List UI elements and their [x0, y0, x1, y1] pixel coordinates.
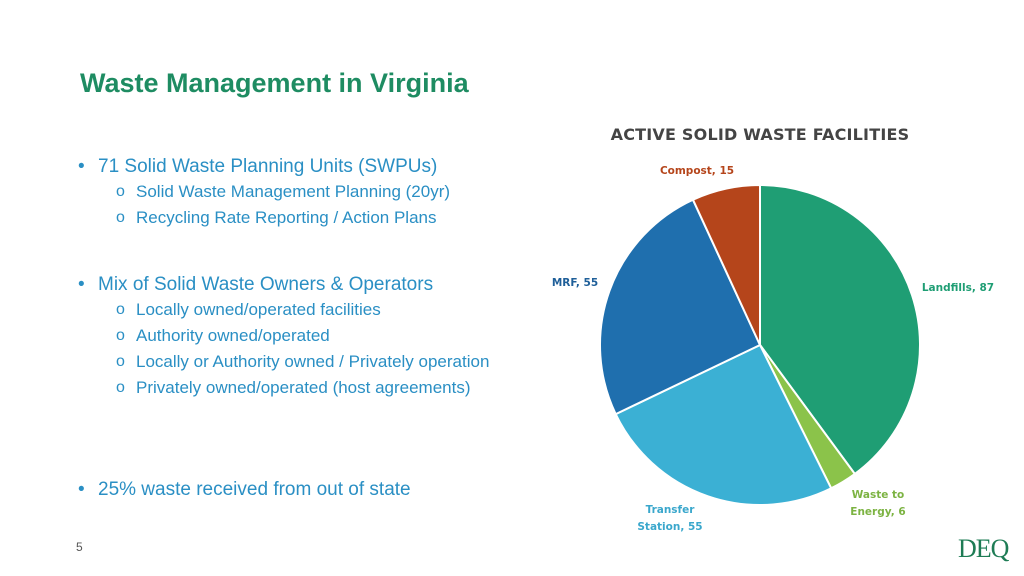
data-label-mrf: MRF, 55 — [552, 277, 598, 289]
pie-slice-transfer-station — [614, 343, 833, 506]
sub-bullet-item: o Authority owned/operated — [78, 325, 518, 346]
deq-logo: DEQ — [958, 534, 1009, 563]
bullet-text: 25% waste received from out of state — [98, 479, 411, 500]
sub-bullet-text: Recycling Rate Reporting / Action Plans — [136, 208, 437, 227]
pie-slice-compost — [691, 183, 761, 346]
bullet-group: • 71 Solid Waste Planning Units (SWPUs) … — [78, 155, 518, 273]
bullet-item: • Mix of Solid Waste Owners & Operators — [78, 273, 518, 297]
sub-bullet-item: o Locally or Authority owned / Privately… — [78, 351, 518, 372]
data-label-transfer-station: Transfer Station, 55 — [637, 504, 702, 533]
bullet-item: • 25% waste received from out of state — [78, 478, 518, 502]
bullet-list: • 71 Solid Waste Planning Units (SWPUs) … — [78, 155, 518, 502]
sub-bullet-item: o Recycling Rate Reporting / Action Plan… — [78, 207, 518, 228]
slide-title: Waste Management in Virginia — [80, 68, 469, 98]
data-label-waste-to-energy: Waste to Energy, 6 — [850, 489, 905, 518]
page-number: 5 — [76, 540, 83, 554]
bullet-dot-icon: • — [78, 156, 85, 177]
bullet-text: Mix of Solid Waste Owners & Operators — [98, 274, 434, 295]
circle-bullet-icon: o — [116, 353, 125, 370]
circle-bullet-icon: o — [116, 379, 125, 396]
circle-bullet-icon: o — [116, 183, 125, 200]
data-label-landfills: Landfills, 87 — [922, 282, 994, 294]
sub-bullet-text: Privately owned/operated (host agreement… — [136, 378, 471, 397]
sub-bullet-text: Locally or Authority owned / Privately o… — [136, 352, 490, 371]
sub-bullet-item: o Locally owned/operated facilities — [78, 299, 518, 320]
pie-slice-mrf — [599, 198, 762, 416]
circle-bullet-icon: o — [116, 301, 125, 318]
bullet-dot-icon: • — [78, 479, 85, 500]
sub-bullet-text: Locally owned/operated facilities — [136, 300, 381, 319]
bullet-group: • Mix of Solid Waste Owners & Operators … — [78, 273, 518, 478]
sub-bullet-text: Authority owned/operated — [136, 326, 330, 345]
chart-title: ACTIVE SOLID WASTE FACILITIES — [610, 125, 910, 144]
sub-bullet-text: Solid Waste Management Planning (20yr) — [136, 182, 451, 201]
data-label-compost: Compost, 15 — [660, 165, 734, 177]
bullet-item: • 71 Solid Waste Planning Units (SWPUs) — [78, 155, 518, 179]
sub-bullet-item: o Solid Waste Management Planning (20yr) — [78, 181, 518, 202]
circle-bullet-icon: o — [116, 327, 125, 344]
bullet-text: 71 Solid Waste Planning Units (SWPUs) — [98, 156, 438, 177]
circle-bullet-icon: o — [116, 209, 125, 226]
bullet-group: • 25% waste received from out of state — [78, 478, 518, 502]
sub-bullet-item: o Privately owned/operated (host agreeme… — [78, 377, 518, 398]
bullet-dot-icon: • — [78, 274, 85, 295]
pie-slice-landfills — [759, 183, 921, 476]
